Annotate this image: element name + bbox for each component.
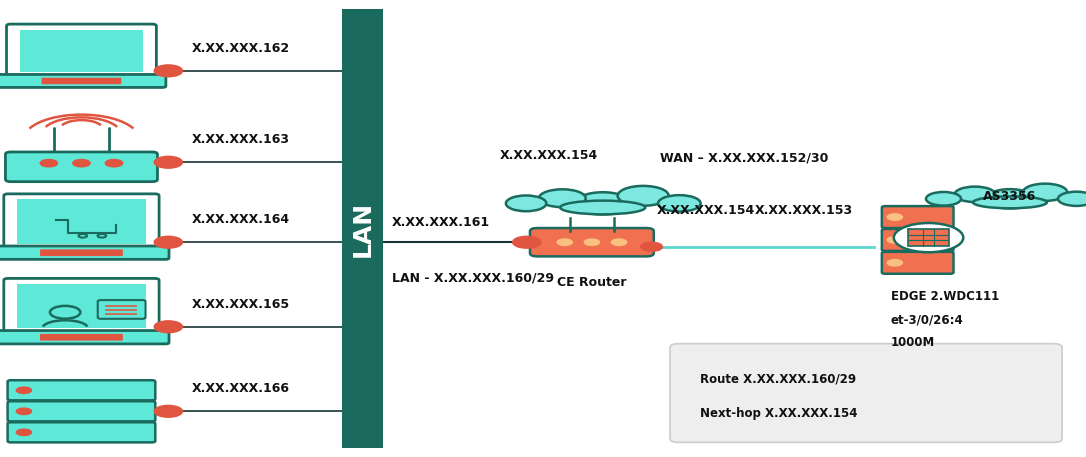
Ellipse shape — [658, 195, 700, 212]
FancyBboxPatch shape — [8, 401, 155, 421]
Text: X.XX.XXX.154: X.XX.XXX.154 — [657, 204, 755, 217]
Circle shape — [154, 156, 182, 168]
Circle shape — [641, 242, 662, 251]
Text: X.XX.XXX.166: X.XX.XXX.166 — [192, 383, 290, 395]
Text: X.XX.XXX.153: X.XX.XXX.153 — [755, 204, 853, 217]
FancyBboxPatch shape — [0, 246, 169, 260]
Text: 1000M: 1000M — [891, 336, 935, 349]
Circle shape — [16, 429, 31, 436]
Circle shape — [584, 239, 599, 245]
Text: et-3/0/26:4: et-3/0/26:4 — [891, 313, 963, 326]
FancyBboxPatch shape — [5, 152, 157, 181]
Text: LAN - X.XX.XXX.160/29: LAN - X.XX.XXX.160/29 — [392, 272, 554, 285]
Circle shape — [887, 237, 902, 243]
FancyBboxPatch shape — [3, 194, 160, 249]
Text: X.XX.XXX.163: X.XX.XXX.163 — [192, 133, 290, 146]
Ellipse shape — [1023, 184, 1068, 201]
FancyBboxPatch shape — [0, 74, 166, 87]
Circle shape — [105, 159, 123, 167]
Text: LAN: LAN — [351, 201, 375, 256]
Text: WAN – X.XX.XXX.152/30: WAN – X.XX.XXX.152/30 — [659, 152, 829, 165]
Ellipse shape — [955, 186, 995, 202]
Ellipse shape — [973, 197, 1047, 208]
Circle shape — [73, 159, 90, 167]
Circle shape — [154, 65, 182, 77]
Circle shape — [16, 408, 31, 414]
Ellipse shape — [539, 189, 585, 207]
Text: X.XX.XXX.165: X.XX.XXX.165 — [192, 298, 290, 311]
Circle shape — [513, 236, 541, 248]
Ellipse shape — [506, 196, 546, 211]
FancyBboxPatch shape — [41, 78, 122, 84]
FancyBboxPatch shape — [0, 330, 169, 344]
Text: X.XX.XXX.154: X.XX.XXX.154 — [500, 149, 597, 162]
Circle shape — [16, 387, 31, 393]
Text: Route X.XX.XXX.160/29: Route X.XX.XXX.160/29 — [700, 373, 857, 386]
FancyBboxPatch shape — [342, 9, 383, 448]
FancyBboxPatch shape — [670, 344, 1062, 442]
Circle shape — [557, 239, 572, 245]
Text: X.XX.XXX.162: X.XX.XXX.162 — [192, 42, 290, 55]
Ellipse shape — [576, 192, 630, 214]
Circle shape — [40, 159, 58, 167]
Ellipse shape — [926, 192, 961, 206]
FancyBboxPatch shape — [908, 229, 949, 246]
Circle shape — [887, 214, 902, 220]
FancyBboxPatch shape — [20, 30, 143, 72]
FancyBboxPatch shape — [882, 252, 954, 274]
Circle shape — [154, 236, 182, 248]
FancyBboxPatch shape — [16, 199, 146, 244]
Text: Next-hop X.XX.XXX.154: Next-hop X.XX.XXX.154 — [700, 407, 858, 420]
FancyBboxPatch shape — [40, 334, 123, 340]
Ellipse shape — [618, 186, 669, 206]
Circle shape — [154, 405, 182, 417]
Text: AS3356: AS3356 — [983, 190, 1037, 203]
FancyBboxPatch shape — [3, 278, 160, 334]
FancyBboxPatch shape — [882, 229, 954, 251]
Ellipse shape — [986, 189, 1034, 208]
Ellipse shape — [560, 201, 645, 214]
Circle shape — [154, 321, 182, 333]
Circle shape — [887, 260, 902, 266]
FancyBboxPatch shape — [98, 300, 146, 319]
FancyBboxPatch shape — [40, 250, 123, 256]
Circle shape — [894, 223, 963, 252]
Text: CE Router: CE Router — [557, 276, 627, 289]
FancyBboxPatch shape — [8, 380, 155, 400]
FancyBboxPatch shape — [530, 228, 654, 256]
Text: X.XX.XXX.161: X.XX.XXX.161 — [392, 216, 490, 228]
Text: X.XX.XXX.164: X.XX.XXX.164 — [192, 213, 290, 226]
FancyBboxPatch shape — [16, 284, 146, 328]
Text: EDGE 2.WDC111: EDGE 2.WDC111 — [891, 290, 999, 303]
FancyBboxPatch shape — [882, 206, 954, 228]
FancyBboxPatch shape — [7, 24, 156, 78]
FancyBboxPatch shape — [8, 422, 155, 442]
Ellipse shape — [1058, 191, 1086, 206]
Circle shape — [611, 239, 627, 245]
